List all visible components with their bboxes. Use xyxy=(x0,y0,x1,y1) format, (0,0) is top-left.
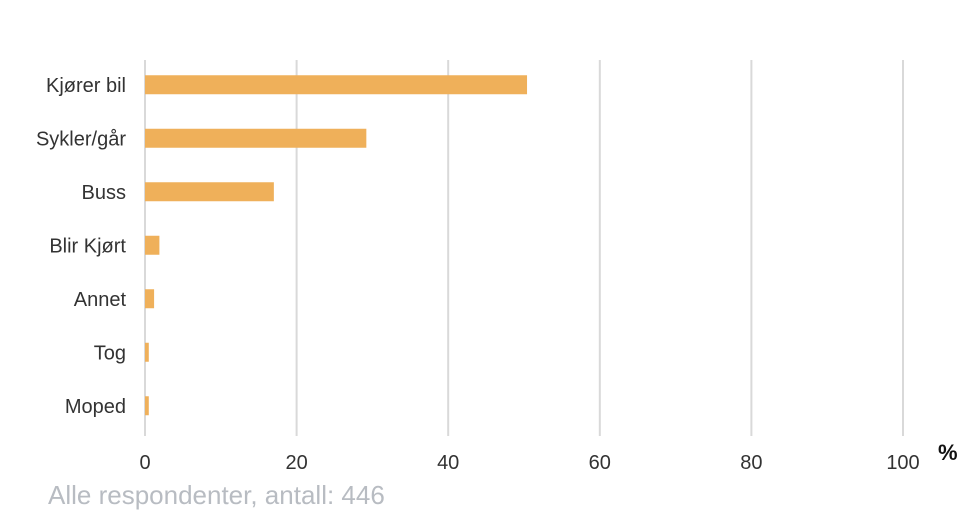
bar xyxy=(145,75,528,95)
x-tick-label: 40 xyxy=(437,452,459,474)
gridlines xyxy=(144,60,904,436)
bar xyxy=(145,342,149,362)
x-axis-unit-label: % xyxy=(938,440,958,465)
x-tick-label: 20 xyxy=(285,452,307,474)
x-tick-label: 0 xyxy=(139,452,150,474)
x-tick-label: 60 xyxy=(589,452,611,474)
x-tick-labels: 0 20 40 60 80 100 xyxy=(139,452,919,474)
category-label: Annet xyxy=(74,289,127,311)
category-label: Kjører bil xyxy=(46,75,126,97)
category-label: Buss xyxy=(82,182,126,204)
category-label: Moped xyxy=(65,396,126,418)
category-label: Sykler/går xyxy=(36,128,126,150)
bar xyxy=(145,289,155,309)
bar xyxy=(145,182,274,202)
x-tick-label: 100 xyxy=(886,452,919,474)
bar xyxy=(145,128,367,148)
bar xyxy=(145,396,149,416)
bars xyxy=(145,75,528,416)
respondent-count-note: Alle respondenter, antall: 446 xyxy=(48,480,385,510)
category-label: Blir Kjørt xyxy=(49,235,126,257)
category-label: Tog xyxy=(94,342,126,364)
bar xyxy=(145,235,160,255)
category-labels: Kjører bil Sykler/går Buss Blir Kjørt Annet T… xyxy=(36,75,126,418)
x-tick-label: 80 xyxy=(740,452,762,474)
